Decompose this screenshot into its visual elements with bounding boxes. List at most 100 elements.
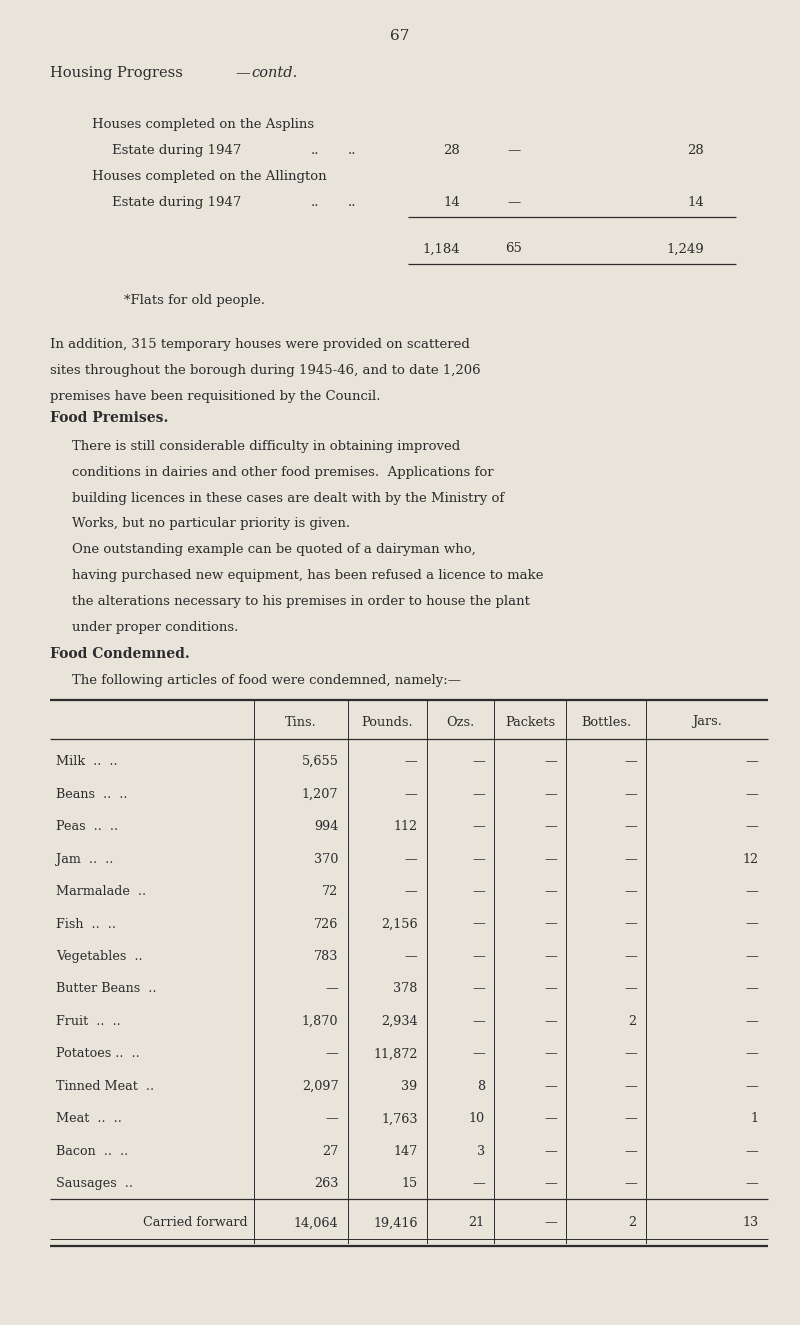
Text: —: — (326, 983, 338, 995)
Text: One outstanding example can be quoted of a dairyman who,: One outstanding example can be quoted of… (72, 543, 476, 556)
Text: —: — (235, 66, 250, 81)
Text: Tins.: Tins. (286, 716, 317, 729)
Text: 1,870: 1,870 (302, 1015, 338, 1028)
Text: conditions in dairies and other food premises.  Applications for: conditions in dairies and other food pre… (72, 466, 494, 478)
Text: —: — (507, 196, 521, 209)
Text: —: — (624, 853, 637, 865)
Text: —: — (472, 1047, 485, 1060)
Text: —: — (472, 1178, 485, 1190)
Text: 27: 27 (322, 1145, 338, 1158)
Text: 2,097: 2,097 (302, 1080, 338, 1093)
Text: —: — (544, 950, 557, 963)
Text: 263: 263 (314, 1178, 338, 1190)
Text: —: — (746, 950, 758, 963)
Text: Jam  ..  ..: Jam .. .. (56, 853, 114, 865)
Text: Potatoes ..  ..: Potatoes .. .. (56, 1047, 140, 1060)
Text: ..: .. (310, 196, 319, 209)
Text: —: — (746, 1015, 758, 1028)
Text: —: — (746, 917, 758, 930)
Text: 12: 12 (742, 853, 758, 865)
Text: —: — (544, 983, 557, 995)
Text: the alterations necessary to his premises in order to house the plant: the alterations necessary to his premise… (72, 595, 530, 608)
Text: Butter Beans  ..: Butter Beans .. (56, 983, 157, 995)
Text: Milk  ..  ..: Milk .. .. (56, 755, 118, 768)
Text: —: — (326, 1047, 338, 1060)
Text: Ozs.: Ozs. (446, 716, 475, 729)
Text: 28: 28 (443, 144, 460, 158)
Text: 2,156: 2,156 (381, 917, 418, 930)
Text: —: — (472, 853, 485, 865)
Text: *Flats for old people.: *Flats for old people. (124, 294, 265, 307)
Text: 21: 21 (469, 1216, 485, 1230)
Text: contd.: contd. (251, 66, 298, 81)
Text: Beans  ..  ..: Beans .. .. (56, 787, 127, 800)
Text: Bottles.: Bottles. (582, 716, 631, 729)
Text: —: — (544, 787, 557, 800)
Text: —: — (544, 885, 557, 898)
Text: —: — (544, 853, 557, 865)
Text: premises have been requisitioned by the Council.: premises have been requisitioned by the … (50, 390, 380, 403)
Text: ..: .. (348, 144, 357, 158)
Text: building licences in these cases are dealt with by the Ministry of: building licences in these cases are dea… (72, 492, 504, 505)
Text: 13: 13 (742, 1216, 758, 1230)
Text: Peas  ..  ..: Peas .. .. (56, 820, 118, 833)
Text: 1,184: 1,184 (422, 242, 460, 256)
Text: —: — (746, 755, 758, 768)
Text: —: — (624, 1178, 637, 1190)
Text: —: — (507, 144, 521, 158)
Text: —: — (624, 1145, 637, 1158)
Text: 19,416: 19,416 (373, 1216, 418, 1230)
Text: Vegetables  ..: Vegetables .. (56, 950, 142, 963)
Text: 65: 65 (506, 242, 522, 256)
Text: 2: 2 (629, 1216, 637, 1230)
Text: Sausages  ..: Sausages .. (56, 1178, 133, 1190)
Text: sites throughout the borough during 1945-46, and to date 1,206: sites throughout the borough during 1945… (50, 363, 480, 376)
Text: 15: 15 (402, 1178, 418, 1190)
Text: —: — (472, 885, 485, 898)
Text: —: — (405, 853, 418, 865)
Text: 72: 72 (322, 885, 338, 898)
Text: —: — (405, 755, 418, 768)
Text: Packets: Packets (506, 716, 555, 729)
Text: 1,763: 1,763 (381, 1113, 418, 1125)
Text: —: — (624, 917, 637, 930)
Text: —: — (405, 950, 418, 963)
Text: Carried forward: Carried forward (143, 1216, 248, 1230)
Text: —: — (544, 755, 557, 768)
Text: 147: 147 (394, 1145, 418, 1158)
Text: 14: 14 (443, 196, 460, 209)
Text: 112: 112 (394, 820, 418, 833)
Text: ..: .. (310, 144, 319, 158)
Text: —: — (326, 1113, 338, 1125)
Text: Tinned Meat  ..: Tinned Meat .. (56, 1080, 154, 1093)
Text: Houses completed on the Asplins: Houses completed on the Asplins (92, 118, 314, 131)
Text: 2,934: 2,934 (381, 1015, 418, 1028)
Text: Food Premises.: Food Premises. (50, 411, 168, 425)
Text: 1,207: 1,207 (302, 787, 338, 800)
Text: —: — (746, 1145, 758, 1158)
Text: —: — (624, 983, 637, 995)
Text: —: — (624, 1113, 637, 1125)
Text: —: — (544, 1015, 557, 1028)
Text: —: — (746, 983, 758, 995)
Text: Jars.: Jars. (692, 716, 722, 729)
Text: 5,655: 5,655 (302, 755, 338, 768)
Text: —: — (624, 1080, 637, 1093)
Text: —: — (624, 787, 637, 800)
Text: —: — (544, 1080, 557, 1093)
Text: —: — (544, 820, 557, 833)
Text: 28: 28 (687, 144, 704, 158)
Text: —: — (472, 1015, 485, 1028)
Text: Meat  ..  ..: Meat .. .. (56, 1113, 122, 1125)
Text: —: — (624, 755, 637, 768)
Text: 14: 14 (687, 196, 704, 209)
Text: —: — (544, 917, 557, 930)
Text: —: — (544, 1113, 557, 1125)
Text: Estate during 1947: Estate during 1947 (112, 196, 242, 209)
Text: —: — (746, 885, 758, 898)
Text: Houses completed on the Allington: Houses completed on the Allington (92, 170, 326, 183)
Text: —: — (544, 1047, 557, 1060)
Text: 994: 994 (314, 820, 338, 833)
Text: having purchased new equipment, has been refused a licence to make: having purchased new equipment, has been… (72, 570, 543, 582)
Text: —: — (746, 1080, 758, 1093)
